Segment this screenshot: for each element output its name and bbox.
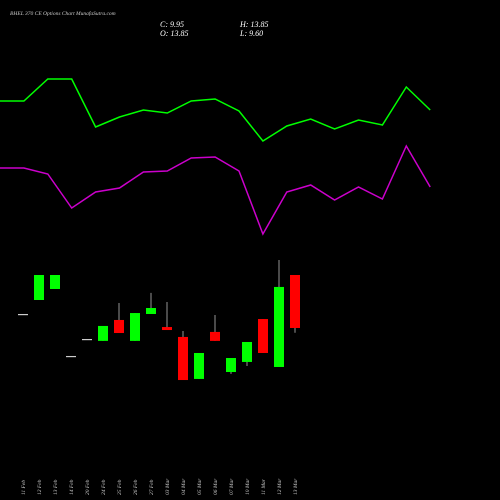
- x-tick-label: 07 Mar: [229, 478, 235, 495]
- candle-body: [130, 313, 140, 341]
- indicator-line: [0, 78, 431, 142]
- indicator-line: [0, 144, 431, 236]
- candle-body: [146, 308, 156, 314]
- x-tick-label: 27 Feb: [149, 479, 155, 495]
- candle-body: [210, 331, 220, 341]
- candle-body: [18, 313, 28, 316]
- candle-body: [258, 319, 268, 353]
- candle-body: [34, 275, 44, 300]
- x-tick-label: 13 Feb: [53, 479, 59, 495]
- chart-title: BHEL 370 CE Options Chart MunafaSutra.co…: [10, 10, 116, 17]
- x-tick-label: 03 Mar: [165, 478, 171, 495]
- x-tick-label: 04 Mar: [180, 478, 187, 495]
- candle-body: [194, 352, 204, 379]
- x-tick-label: 14 Feb: [68, 479, 75, 495]
- candle-body: [82, 338, 92, 341]
- candle-body: [162, 327, 172, 331]
- candle-body: [226, 358, 236, 373]
- x-tick-label: 12 Feb: [37, 479, 43, 495]
- candle-body: [178, 336, 188, 381]
- x-tick-label: 26 Feb: [133, 479, 139, 495]
- candle-body: [50, 275, 60, 289]
- summary-close: C: 9.95: [160, 20, 184, 29]
- x-tick-label: 20 Feb: [85, 479, 91, 495]
- x-tick-label: 06 Mar: [213, 478, 219, 495]
- x-tick-label: 11 Feb: [21, 480, 27, 495]
- candle-body: [274, 286, 284, 367]
- x-tick-label: 13 Mar: [293, 478, 299, 495]
- summary-open: O: 13.85: [160, 29, 188, 38]
- x-tick-label: 25 Feb: [117, 479, 123, 495]
- summary-high: H: 13.85: [239, 20, 268, 29]
- x-tick-label: 24 Feb: [100, 479, 107, 495]
- x-tick-label: 10 Mar: [245, 478, 251, 495]
- candle-body: [66, 355, 76, 358]
- candle-body: [114, 319, 124, 334]
- candle-body: [242, 341, 252, 362]
- x-tick-label: 05 Mar: [197, 478, 203, 495]
- candle-body: [290, 275, 300, 328]
- x-tick-label: 12 Mar: [277, 478, 283, 495]
- summary-low: L: 9.60: [239, 29, 263, 38]
- x-tick-label: 11 Mar: [261, 478, 267, 495]
- candle-body: [98, 325, 108, 341]
